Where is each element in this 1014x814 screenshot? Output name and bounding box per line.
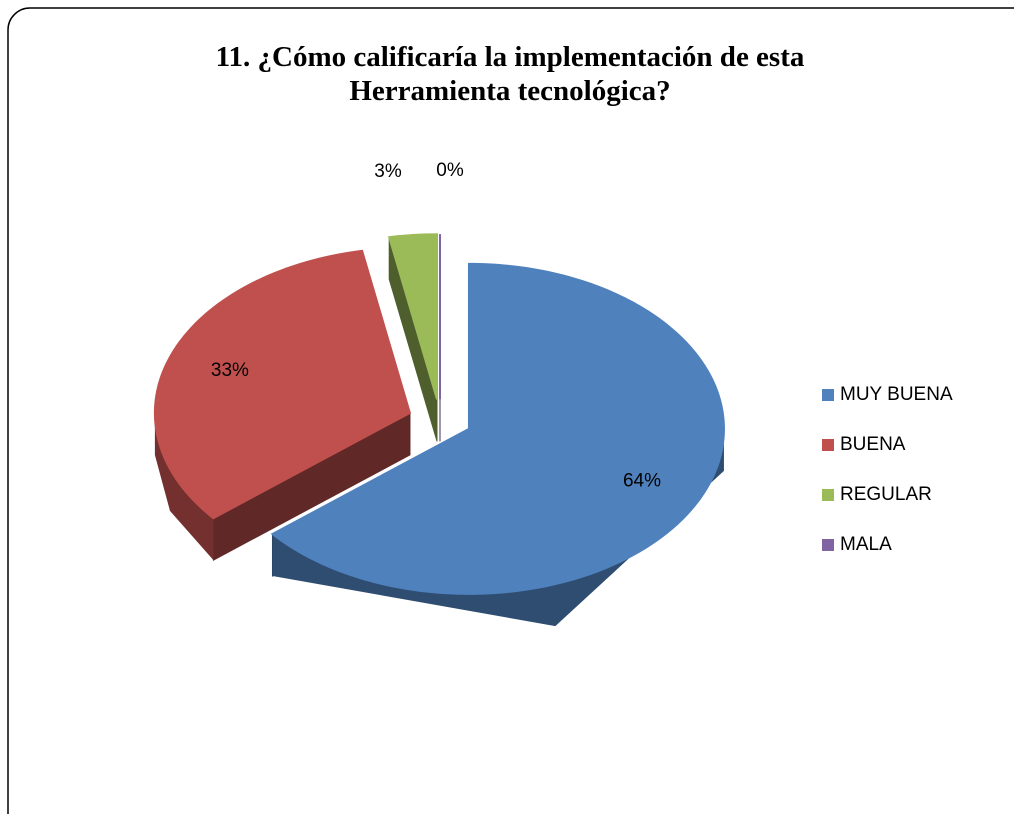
- slice: [153, 249, 412, 520]
- legend-label: BUENA: [840, 434, 906, 455]
- data-label: 3%: [374, 161, 402, 182]
- chart-title: 11. ¿Cómo calificaría la implementación …: [215, 41, 805, 107]
- chart-border: [7, 7, 1014, 814]
- legend-swatch: [822, 489, 834, 501]
- legend-label: MALA: [840, 534, 892, 555]
- legend-label: MUY BUENA: [840, 384, 953, 405]
- slice: [270, 262, 725, 595]
- data-label: 0%: [436, 160, 464, 181]
- data-label: 64%: [623, 471, 661, 492]
- legend-label: REGULAR: [840, 484, 932, 505]
- slice: [387, 233, 438, 400]
- data-label: 33%: [211, 360, 249, 381]
- slice-side: [154, 412, 214, 561]
- legend-swatch: [822, 389, 834, 401]
- legend-swatch: [822, 539, 834, 551]
- legend-swatch: [822, 439, 834, 451]
